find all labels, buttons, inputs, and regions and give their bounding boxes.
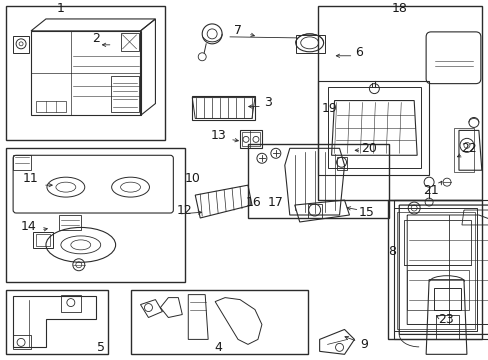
Bar	[295, 35, 324, 53]
Text: 21: 21	[422, 184, 438, 197]
Text: 7: 7	[234, 24, 242, 37]
Bar	[13, 36, 29, 53]
Bar	[130, 290, 307, 354]
Text: 18: 18	[390, 3, 407, 15]
Text: 12: 12	[176, 203, 192, 216]
Bar	[240, 130, 262, 148]
Text: 20: 20	[361, 142, 377, 155]
Bar	[6, 290, 107, 354]
Bar	[317, 81, 428, 175]
Text: 5: 5	[97, 341, 104, 354]
Bar	[6, 6, 165, 140]
Bar	[59, 215, 81, 230]
Text: 1: 1	[57, 3, 65, 15]
Text: 11: 11	[23, 172, 39, 185]
Text: 8: 8	[387, 245, 395, 258]
Bar	[327, 87, 420, 168]
Bar	[192, 95, 254, 121]
Bar	[121, 33, 138, 51]
Text: 3: 3	[264, 96, 271, 109]
Bar	[336, 157, 346, 170]
Text: 19: 19	[321, 102, 337, 115]
Text: 23: 23	[437, 313, 453, 326]
Text: 16: 16	[245, 195, 261, 208]
Bar	[110, 76, 138, 112]
Text: 14: 14	[21, 220, 37, 233]
Bar	[13, 336, 31, 349]
Bar	[435, 315, 458, 339]
Text: 22: 22	[460, 142, 476, 155]
Bar	[61, 294, 81, 311]
Bar	[6, 148, 185, 282]
Bar	[317, 6, 481, 200]
Bar	[242, 132, 260, 146]
Text: 2: 2	[92, 32, 100, 45]
Text: 6: 6	[355, 46, 363, 59]
Bar	[407, 270, 468, 310]
Bar	[387, 200, 481, 339]
Text: 9: 9	[360, 338, 367, 351]
Bar	[307, 204, 321, 218]
Text: 4: 4	[214, 341, 222, 354]
Bar	[404, 220, 470, 265]
Bar	[453, 129, 473, 172]
Bar	[33, 232, 53, 248]
Bar	[396, 212, 474, 329]
Bar	[433, 288, 460, 310]
Text: 13: 13	[210, 129, 225, 142]
Text: 15: 15	[358, 206, 374, 219]
Text: 17: 17	[267, 195, 283, 208]
Text: 10: 10	[184, 172, 200, 185]
Bar	[36, 234, 50, 246]
Bar	[247, 144, 388, 218]
Bar	[13, 155, 31, 170]
